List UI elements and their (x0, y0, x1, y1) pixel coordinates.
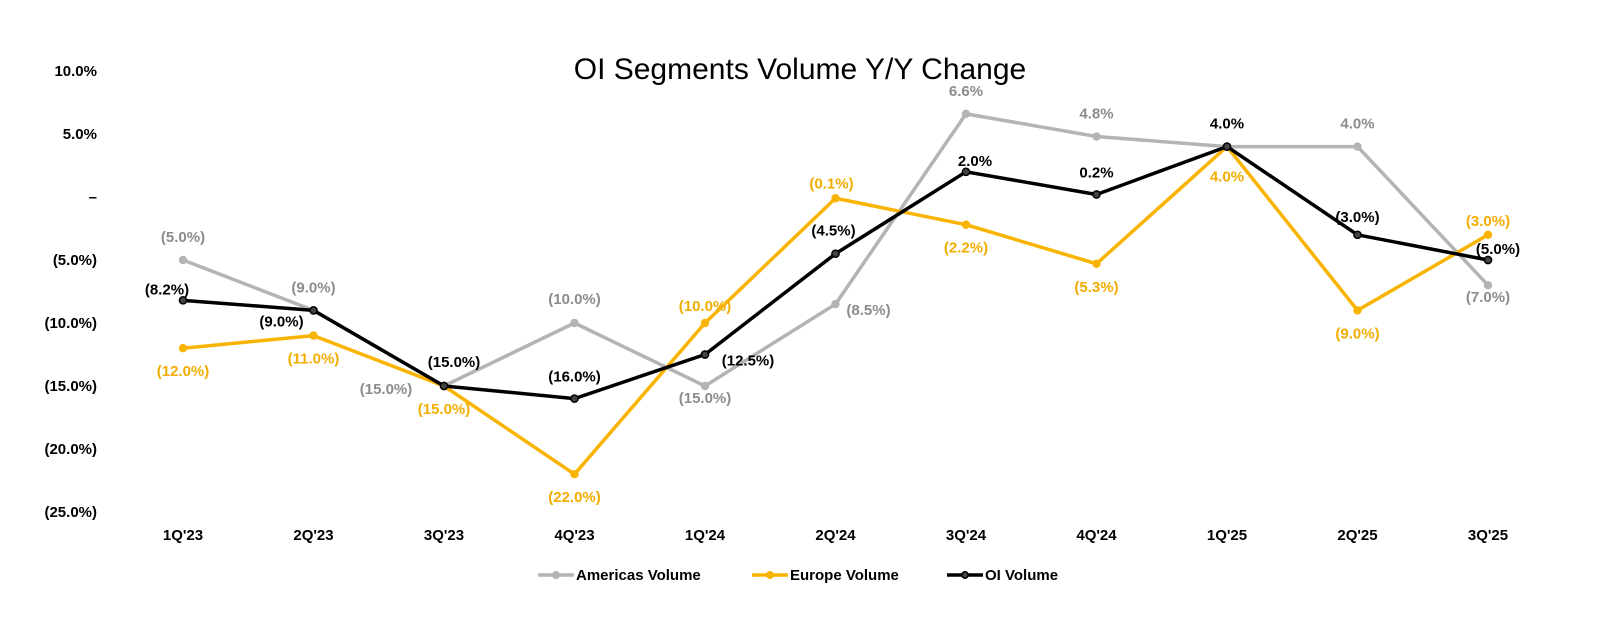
y-tick-label: (15.0%) (44, 378, 97, 395)
europe-volume-point (700, 318, 710, 328)
data-labels: (5.0%) (9.0%) (15.0%) (10.0%) (15.0%) (8.5%) 6… (145, 83, 1520, 506)
oi-volume-point (700, 350, 710, 359)
americas-volume-data-label: (7.0%) (1466, 289, 1510, 306)
europe-volume-point (309, 331, 318, 340)
europe-volume-point (1483, 230, 1493, 239)
americas-volume-point (1483, 281, 1493, 290)
oi-volume-point (1483, 255, 1493, 265)
x-tick-label: 1Q'23 (163, 527, 203, 544)
legend-label: OI Volume (985, 567, 1058, 584)
legend-item-oi-volume: OI Volume (947, 567, 1058, 584)
y-tick-label: 5.0% (63, 126, 97, 143)
x-tick-label: 4Q'24 (1076, 527, 1117, 544)
oi-volume-data-label: (15.0%) (428, 354, 481, 371)
americas-volume-point (961, 109, 971, 119)
y-tick-label: (10.0%) (44, 315, 97, 332)
europe-volume-data-label: 4.0% (1210, 169, 1244, 186)
y-tick-label: 10.0% (54, 63, 97, 80)
legend-marker (961, 571, 969, 579)
europe-volume-data-label: (15.0%) (418, 401, 471, 418)
europe-volume-data-label: (12.0%) (157, 363, 210, 380)
legend-label: Europe Volume (790, 567, 899, 584)
oi-volume-data-label: (9.0%) (259, 313, 303, 330)
americas-volume-data-label: 6.6% (949, 83, 983, 100)
oi-volume-data-label: (4.5%) (811, 223, 855, 240)
americas-volume-point (700, 381, 710, 391)
europe-volume-data-label: (3.0%) (1466, 213, 1510, 230)
chart-title: OI Segments Volume Y/Y Change (574, 53, 1027, 86)
americas-volume-point (831, 299, 840, 309)
legend-marker (552, 571, 560, 579)
europe-volume-data-label: (0.1%) (809, 175, 853, 192)
x-tick-label: 1Q'24 (685, 527, 726, 544)
x-tick-label: 4Q'23 (554, 527, 594, 544)
europe-volume-data-label: (5.3%) (1074, 279, 1118, 296)
oi-volume-point (309, 306, 318, 315)
americas-volume-data-label: (15.0%) (679, 390, 732, 407)
x-tick-label: 2Q'25 (1337, 527, 1377, 544)
oi-volume-point (1222, 142, 1232, 151)
oi-volume-point (961, 167, 971, 177)
americas-volume-data-label: (15.0%) (360, 381, 413, 398)
oi-volume-point (831, 249, 840, 259)
oi-volume-point (570, 394, 579, 403)
americas-volume-point (1353, 142, 1362, 151)
americas-volume-data-label: (9.0%) (291, 279, 335, 296)
x-tick-label: 3Q'23 (424, 527, 464, 544)
europe-volume-point (1092, 259, 1101, 268)
oi-volume-data-label: 0.2% (1079, 164, 1113, 181)
europe-volume-point (570, 470, 579, 479)
oi-volume-point (178, 295, 188, 305)
oi-volume-point (1353, 230, 1362, 240)
europe-volume-data-label: (10.0%) (679, 298, 732, 315)
x-tick-label: 2Q'24 (815, 527, 856, 544)
americas-volume-data-label: (10.0%) (548, 291, 601, 308)
oi-volume-data-label: (5.0%) (1476, 241, 1520, 258)
x-tick-label: 3Q'24 (946, 527, 987, 544)
oi-volume-data-label: 2.0% (958, 153, 992, 170)
europe-volume-data-label: (9.0%) (1335, 325, 1379, 342)
x-tick-label: 3Q'25 (1468, 527, 1508, 544)
y-axis: 10.0% 5.0% – (5.0%) (10.0%) (15.0%) (20.0%) (25… (44, 63, 97, 521)
series-oi-volume (178, 142, 1493, 403)
oi-volume-data-label: (12.5%) (722, 353, 775, 370)
plot-area (178, 109, 1493, 479)
legend: Americas Volume Europe Volume OI Volume (538, 567, 1058, 584)
europe-volume-point (961, 220, 971, 229)
europe-volume-point (1353, 306, 1362, 315)
y-tick-label: – (89, 189, 97, 206)
americas-volume-point (178, 255, 188, 265)
y-tick-label: (20.0%) (44, 441, 97, 458)
oi-volume-data-label: 4.0% (1210, 116, 1244, 133)
europe-volume-point (831, 194, 840, 203)
americas-volume-data-label: 4.8% (1079, 106, 1113, 123)
legend-item-americas-volume: Americas Volume (538, 567, 701, 584)
americas-volume-data-label: (5.0%) (161, 229, 205, 246)
x-tick-label: 2Q'23 (293, 527, 333, 544)
americas-volume-point (570, 318, 579, 328)
y-tick-label: (5.0%) (53, 252, 97, 269)
y-tick-label: (25.0%) (44, 504, 97, 521)
europe-volume-data-label: (22.0%) (548, 489, 601, 506)
americas-volume-point (1092, 132, 1101, 141)
oi-volume-point (1092, 190, 1101, 199)
oi-volume-data-label: (8.2%) (145, 281, 189, 298)
oi-volume-data-label: (3.0%) (1335, 209, 1379, 226)
legend-item-europe-volume: Europe Volume (752, 567, 899, 584)
oi-volume-data-label: (16.0%) (548, 369, 601, 386)
americas-volume-data-label: 4.0% (1340, 116, 1374, 133)
legend-label: Americas Volume (576, 567, 701, 584)
europe-volume-point (178, 344, 188, 353)
x-axis: 1Q'23 2Q'23 3Q'23 4Q'23 1Q'24 2Q'24 3Q'24 4Q'24… (163, 527, 1508, 544)
oi-volume-point (439, 381, 449, 391)
legend-marker (766, 571, 774, 579)
x-tick-label: 1Q'25 (1207, 527, 1247, 544)
europe-volume-data-label: (11.0%) (288, 351, 340, 368)
americas-volume-data-label: (8.5%) (846, 302, 890, 319)
europe-volume-data-label: (2.2%) (944, 240, 988, 257)
